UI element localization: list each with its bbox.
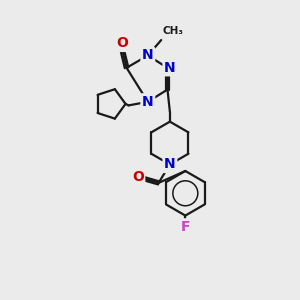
Text: N: N: [164, 61, 176, 75]
Text: O: O: [116, 36, 128, 50]
Text: O: O: [132, 170, 144, 184]
Text: N: N: [142, 49, 154, 62]
Text: F: F: [181, 220, 190, 234]
Text: CH₃: CH₃: [163, 26, 184, 37]
Text: N: N: [164, 158, 176, 172]
Text: N: N: [142, 95, 154, 109]
